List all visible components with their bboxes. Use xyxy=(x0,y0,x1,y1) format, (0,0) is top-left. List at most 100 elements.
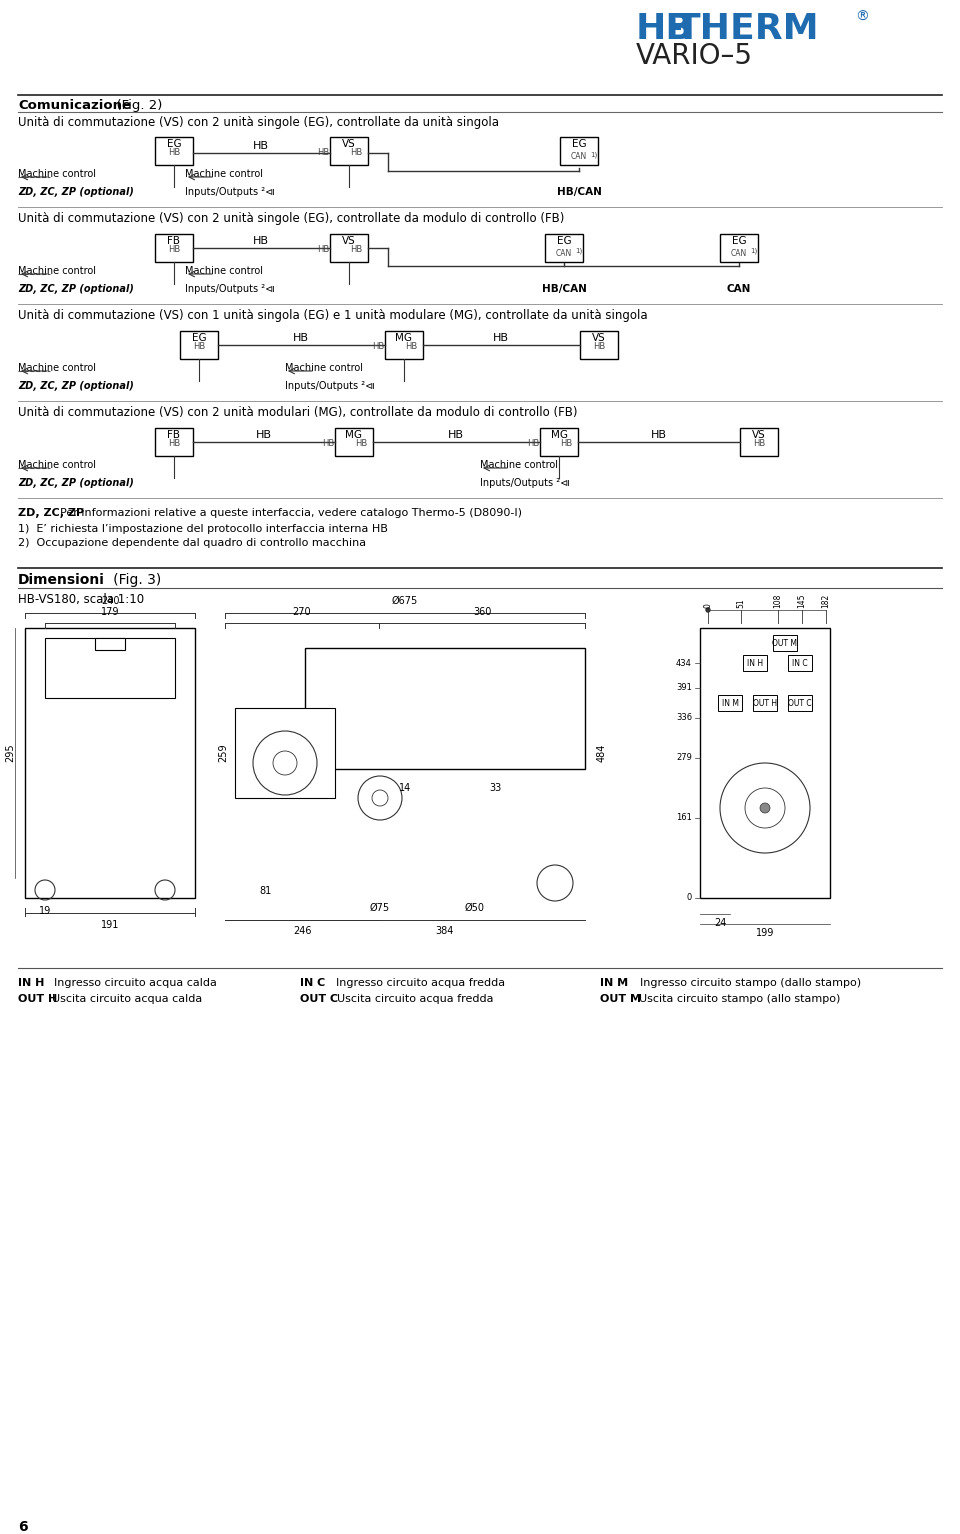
Text: EG: EG xyxy=(732,236,746,245)
Text: HB: HB xyxy=(753,439,765,448)
Text: Ø75: Ø75 xyxy=(370,904,390,913)
Text: ®: ® xyxy=(855,11,869,25)
Text: HB: HB xyxy=(593,342,605,351)
Text: HB: HB xyxy=(168,439,180,448)
Text: EG: EG xyxy=(167,140,181,149)
Text: Machine control: Machine control xyxy=(18,265,96,276)
Text: Ø675: Ø675 xyxy=(392,597,419,606)
Text: OUT H: OUT H xyxy=(18,994,58,1003)
Text: Ingresso circuito stampo (dallo stampo): Ingresso circuito stampo (dallo stampo) xyxy=(626,979,861,988)
Text: HB: HB xyxy=(372,342,384,351)
Text: 19: 19 xyxy=(38,907,51,916)
Text: HB-VS180, scala 1:10: HB-VS180, scala 1:10 xyxy=(18,594,144,606)
Text: EG: EG xyxy=(572,140,587,149)
Text: 33: 33 xyxy=(489,782,501,793)
Text: HB/CAN: HB/CAN xyxy=(541,284,587,295)
Text: IN M: IN M xyxy=(722,698,738,707)
Text: Inputs/Outputs ²⧏: Inputs/Outputs ²⧏ xyxy=(285,380,374,391)
Text: HB: HB xyxy=(349,245,362,255)
Bar xyxy=(720,235,758,262)
Bar xyxy=(540,428,578,456)
Text: VS: VS xyxy=(342,236,356,245)
Text: 391: 391 xyxy=(676,684,692,692)
Bar xyxy=(155,235,193,262)
Text: ZD, ZC, ZP (optional): ZD, ZC, ZP (optional) xyxy=(18,380,133,391)
Text: 1): 1) xyxy=(750,249,757,255)
Bar xyxy=(560,137,598,166)
Bar xyxy=(330,235,368,262)
Text: 0: 0 xyxy=(686,893,692,902)
Text: CAN: CAN xyxy=(731,249,747,258)
Bar xyxy=(700,627,830,897)
Text: HB: HB xyxy=(651,430,667,440)
Text: MG: MG xyxy=(346,430,363,440)
Text: HB: HB xyxy=(253,236,269,245)
Text: HB: HB xyxy=(168,147,180,156)
Text: 0: 0 xyxy=(704,603,712,607)
Text: (Fig. 2): (Fig. 2) xyxy=(108,100,162,112)
Text: OUT M: OUT M xyxy=(600,994,641,1003)
Text: Uscita circuito acqua fredda: Uscita circuito acqua fredda xyxy=(330,994,493,1003)
Bar xyxy=(95,638,125,650)
Text: Uscita circuito stampo (allo stampo): Uscita circuito stampo (allo stampo) xyxy=(632,994,840,1003)
Text: VS: VS xyxy=(342,140,356,149)
Text: Unità di commutazione (VS) con 2 unità singole (EG), controllate da unità singol: Unità di commutazione (VS) con 2 unità s… xyxy=(18,117,499,129)
Text: Machine control: Machine control xyxy=(480,460,558,469)
Text: HB: HB xyxy=(293,333,309,344)
Text: OUT C: OUT C xyxy=(788,698,812,707)
Text: Machine control: Machine control xyxy=(18,169,96,179)
Text: Inputs/Outputs ²⧏: Inputs/Outputs ²⧏ xyxy=(185,284,275,295)
Text: HB: HB xyxy=(405,342,418,351)
Text: HB: HB xyxy=(317,147,329,156)
Text: OUT M: OUT M xyxy=(773,638,798,647)
Text: Unità di commutazione (VS) con 1 unità singola (EG) e 1 unità modulare (MG), con: Unità di commutazione (VS) con 1 unità s… xyxy=(18,308,648,322)
Text: Machine control: Machine control xyxy=(18,364,96,373)
Text: HB: HB xyxy=(448,430,464,440)
Text: THERM: THERM xyxy=(676,12,820,46)
Text: HB: HB xyxy=(355,439,367,448)
Text: VS: VS xyxy=(752,430,766,440)
Text: 279: 279 xyxy=(676,753,692,762)
Text: EG: EG xyxy=(557,236,571,245)
Text: HB: HB xyxy=(253,141,269,150)
Text: Unità di commutazione (VS) con 2 unità singole (EG), controllate da modulo di co: Unità di commutazione (VS) con 2 unità s… xyxy=(18,212,564,225)
Text: Machine control: Machine control xyxy=(185,169,263,179)
Text: Dimensioni: Dimensioni xyxy=(18,574,105,588)
Text: (Fig. 3): (Fig. 3) xyxy=(100,574,161,588)
Text: CAN: CAN xyxy=(556,249,572,258)
Text: HB: HB xyxy=(560,439,572,448)
Text: 360: 360 xyxy=(473,607,492,617)
Text: CAN: CAN xyxy=(571,152,588,161)
Bar xyxy=(305,647,585,769)
Text: OUT H: OUT H xyxy=(753,698,777,707)
Text: CAN: CAN xyxy=(727,284,751,295)
Text: 161: 161 xyxy=(676,813,692,822)
Text: Machine control: Machine control xyxy=(285,364,363,373)
Text: HB: HB xyxy=(493,333,509,344)
Text: HB: HB xyxy=(317,245,329,255)
Bar xyxy=(788,655,812,670)
Text: VARIO–5: VARIO–5 xyxy=(636,41,753,71)
Bar xyxy=(773,635,797,650)
Bar xyxy=(740,428,778,456)
Bar xyxy=(180,331,218,359)
Bar xyxy=(385,331,423,359)
Text: 179: 179 xyxy=(101,607,119,617)
Bar xyxy=(788,695,812,710)
Text: HB: HB xyxy=(322,439,334,448)
Bar xyxy=(235,709,335,798)
Text: 2)  Occupazione dependente dal quadro di controllo macchina: 2) Occupazione dependente dal quadro di … xyxy=(18,538,366,548)
Text: HB: HB xyxy=(527,439,540,448)
Text: IN M: IN M xyxy=(600,979,628,988)
Text: 1)  E’ richiesta l’impostazione del protocollo interfaccia interna HB: 1) E’ richiesta l’impostazione del proto… xyxy=(18,525,388,534)
Text: Comunicazione: Comunicazione xyxy=(18,100,131,112)
Circle shape xyxy=(706,607,710,612)
Text: 336: 336 xyxy=(676,713,692,723)
Text: ·: · xyxy=(670,12,684,46)
Text: 1): 1) xyxy=(590,150,597,158)
Text: EG: EG xyxy=(192,333,206,344)
Text: HB: HB xyxy=(349,147,362,156)
Text: 484: 484 xyxy=(597,744,607,762)
Bar xyxy=(25,627,195,897)
Bar xyxy=(335,428,373,456)
